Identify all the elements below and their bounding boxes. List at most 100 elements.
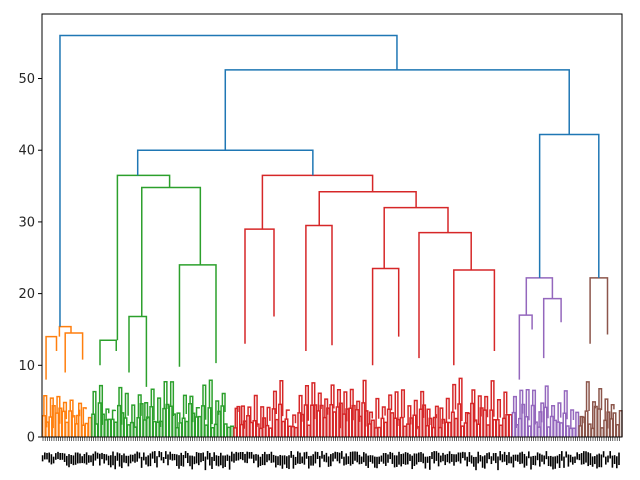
leaf-link (215, 400, 220, 425)
leaf-label-mark (301, 456, 303, 464)
leaf-label-mark (162, 456, 165, 464)
leaf-label-mark (110, 455, 112, 468)
leaf-link (207, 407, 212, 437)
leaf-label-mark (475, 456, 477, 471)
leaf-label-mark (477, 451, 479, 464)
leaf-label-mark (481, 456, 484, 468)
leaf-label-mark (180, 452, 182, 466)
leaf-label-mark (59, 452, 61, 460)
leaf-label-mark (211, 456, 213, 469)
leaf-label-mark (583, 451, 585, 465)
leaf-label-mark (277, 456, 279, 466)
leaf-link (163, 380, 168, 410)
leaf-label-mark (402, 453, 405, 465)
leaf-link (610, 404, 615, 419)
merge-link-green-right (141, 186, 202, 317)
leaf-label-mark (305, 451, 308, 459)
leaf-label-mark (149, 453, 152, 467)
leaf-label-mark (198, 452, 200, 466)
leaf-label-mark (523, 453, 526, 468)
leaf-label-mark (233, 453, 235, 463)
leaf-label-mark (594, 456, 596, 465)
leaf-label-mark (602, 451, 605, 458)
merge-link-red-r3a (371, 267, 400, 366)
y-tick-label: 10 (18, 359, 35, 374)
leaf-link (171, 413, 176, 437)
leaf-link (519, 389, 524, 419)
merge-link-root (59, 34, 398, 327)
leaf-link (330, 384, 335, 409)
leaf-label-mark (266, 454, 268, 463)
leaf-label-mark (228, 455, 231, 470)
leaf-label-mark (222, 455, 224, 469)
leaf-label-mark (437, 452, 440, 467)
leaf-label-mark (600, 454, 603, 468)
leaf-label-mark (521, 451, 523, 464)
leaf-link (512, 395, 517, 428)
leaf-label-mark (200, 453, 202, 463)
leaf-link (202, 384, 207, 420)
leaf-label-mark (224, 455, 226, 467)
leaf-link (413, 399, 418, 430)
leaf-link (82, 407, 87, 426)
leaf-label-mark (101, 452, 103, 460)
merge-link-red-top (261, 174, 374, 230)
leaf-label-mark (358, 454, 361, 465)
leaf-label-mark (541, 454, 543, 462)
leaf-label-mark (440, 455, 442, 463)
leaf-label-mark (327, 456, 330, 467)
leaf-label-mark (473, 456, 475, 467)
leaf-link (157, 397, 162, 427)
leaf-link (525, 389, 530, 421)
leaf-label-mark (171, 453, 174, 461)
leaf-link (124, 392, 129, 419)
leaf-label-mark (486, 453, 488, 464)
leaf-label-mark (303, 452, 306, 465)
leaf-label-mark (176, 454, 178, 467)
leaf-label-mark (99, 453, 101, 466)
leaf-link (304, 384, 310, 421)
leaf-link (298, 394, 303, 422)
leaf-label-mark (547, 456, 550, 467)
leaf-label-mark (184, 451, 187, 459)
leaf-link (111, 409, 116, 420)
leaf-label-mark (455, 454, 457, 463)
merge-link-red-left (244, 228, 275, 344)
leaf-label-mark (154, 451, 156, 464)
leaf-link (388, 394, 393, 411)
leaf-label-mark (561, 451, 563, 461)
leaf-link (292, 414, 297, 427)
leaf-label-mark (497, 456, 499, 471)
leaf-label-mark (347, 456, 350, 464)
leaf-link (311, 382, 316, 420)
leaf-label-mark (446, 453, 449, 463)
leaf-label-mark (314, 451, 317, 464)
leaf-label-mark (52, 456, 55, 464)
leaf-label-mark (297, 451, 299, 464)
leaf-link (490, 380, 495, 417)
leaf-label-mark (613, 455, 616, 464)
leaf-label-mark (453, 454, 455, 466)
leaf-label-mark (360, 456, 363, 464)
leaf-label-mark (378, 456, 380, 465)
leaf-label-mark (217, 455, 220, 467)
leaf-label-mark (382, 453, 385, 464)
leaf-link (557, 402, 562, 423)
leaf-link (543, 406, 548, 437)
leaf-label-mark (565, 451, 567, 458)
leaf-link (422, 404, 427, 437)
leaf-label-mark (220, 452, 222, 466)
leaf-label-mark (107, 455, 110, 466)
leaf-label-mark (501, 454, 504, 463)
leaf-label-mark (283, 455, 286, 465)
leaf-label-mark (138, 452, 141, 459)
leaf-label-mark (299, 452, 301, 464)
leaf-label-mark (569, 454, 572, 463)
merge-link-red-mid (305, 224, 333, 351)
leaf-link (575, 411, 580, 437)
leaf-link (368, 411, 374, 425)
leaf-label-mark (88, 455, 90, 463)
leaf-label-mark (206, 451, 209, 460)
leaf-link (563, 390, 568, 420)
leaf-label-mark (257, 454, 259, 468)
